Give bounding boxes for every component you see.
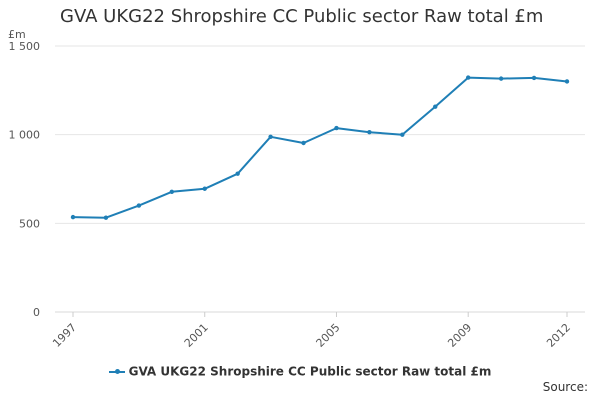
data-point[interactable] [268,134,273,139]
data-point[interactable] [564,79,570,84]
data-point[interactable] [531,75,537,81]
series-line [72,76,568,219]
y-tick-label: 1 500 [9,40,41,53]
data-point[interactable] [367,129,372,135]
x-tick-label: 2012 [544,321,573,350]
x-tick-label: 1997 [50,321,79,350]
data-point[interactable] [169,189,174,194]
y-tick-label: 500 [19,217,40,230]
data-point[interactable] [136,203,142,208]
series-group [70,75,570,220]
data-point[interactable] [235,171,240,176]
y-axis-unit-label: £m [8,28,26,41]
x-axis: 1997 2001 2005 2009 2012 [50,311,585,350]
data-point[interactable] [103,215,109,220]
x-tick-label: 2005 [314,321,343,350]
y-tick-label: 1 000 [9,129,41,142]
x-tick-label: 2009 [445,321,474,350]
y-tick-labels: 0 500 1 000 1 500 [9,40,41,319]
data-point[interactable] [334,125,339,131]
source-label: Source: [542,380,588,394]
y-tick-label: 0 [33,306,40,319]
data-point[interactable] [202,186,207,191]
data-point[interactable] [466,75,471,80]
data-point[interactable] [301,140,306,146]
data-point[interactable] [498,76,504,81]
legend-label: GVA UKG22 Shropshire CC Public sector Ra… [128,364,492,379]
data-point[interactable] [70,214,76,220]
chart-title: GVA UKG22 Shropshire CC Public sector Ra… [60,6,544,27]
x-tick-label: 2001 [182,321,211,350]
legend-swatch [108,368,125,374]
legend[interactable]: GVA UKG22 Shropshire CC Public sector Ra… [0,364,600,379]
data-point[interactable] [433,104,438,109]
data-point[interactable] [400,132,405,137]
